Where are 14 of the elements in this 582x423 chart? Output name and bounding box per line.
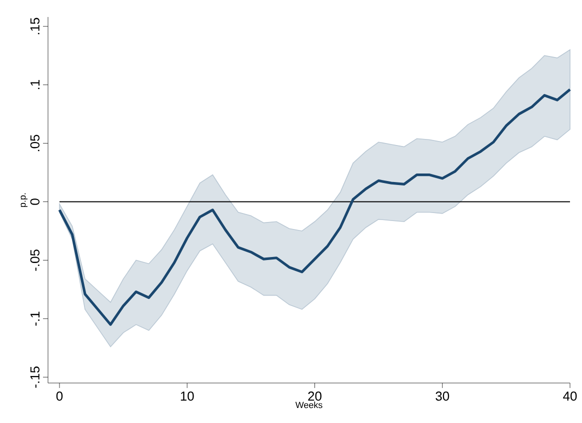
y-tick-label: .1 xyxy=(30,80,40,90)
y-tick-label: 0 xyxy=(30,198,40,205)
x-tick-label: 30 xyxy=(436,392,450,401)
y-tick-label: -.1 xyxy=(30,312,40,326)
y-tick-label: -.15 xyxy=(30,366,40,388)
x-tick-label: 10 xyxy=(180,392,194,401)
y-tick-label: .15 xyxy=(30,18,40,34)
x-axis-title: Weeks xyxy=(295,402,322,408)
y-tick-label: .05 xyxy=(30,134,40,152)
x-tick-label: 20 xyxy=(308,392,322,401)
x-tick-label: 0 xyxy=(56,392,63,401)
x-tick-label: 40 xyxy=(563,392,577,401)
y-axis-title: p.p. xyxy=(20,193,28,207)
y-tick-label: -.05 xyxy=(30,250,40,271)
